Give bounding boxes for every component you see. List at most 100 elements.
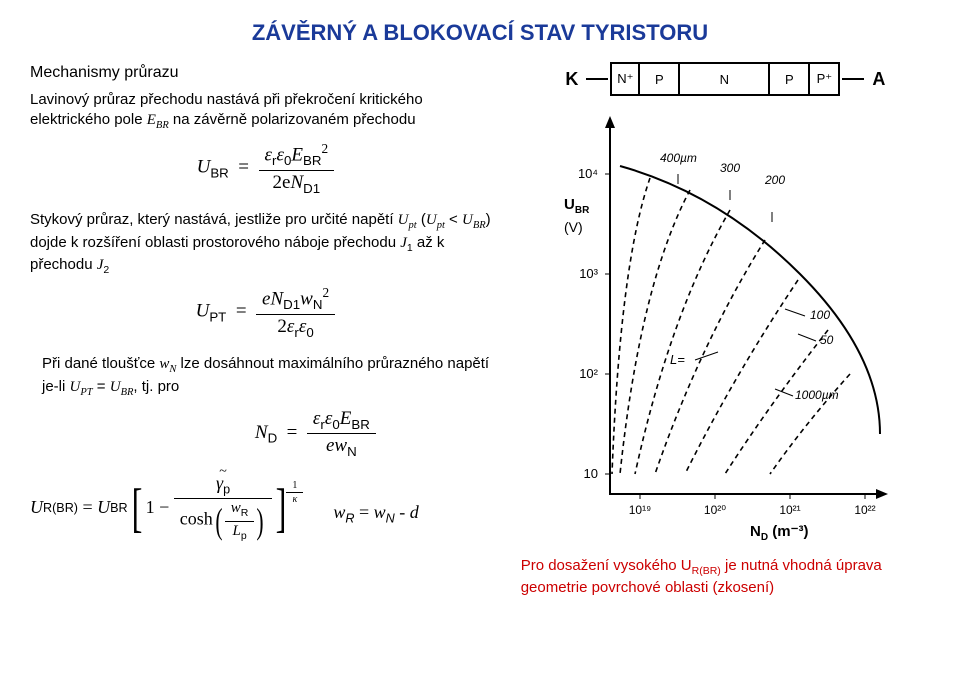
eq5-minus: - [395,502,410,522]
eq1-U: U [197,157,211,178]
eq3-BR: BR [351,417,369,432]
schematic-body: N⁺ P N P P⁺ [610,62,840,96]
eq5-w: w [333,502,345,522]
p1-text-b: na závěrně polarizovaném přechodu [169,111,416,128]
lbl-200: 200 [764,173,785,187]
layer-3: P [770,64,810,94]
ytick-3: 10⁴ [578,166,598,181]
eq4-w: w [231,500,241,516]
eq4-L: L [232,523,240,539]
dashed-curves [612,178,850,474]
p3-UPT: U [70,379,81,395]
p2-2: 2 [103,264,109,276]
ylabel: UBR [564,196,590,216]
ytick-2: 10³ [580,266,599,281]
p1-sym-E: E [147,112,156,128]
eq1-N: N [290,172,303,193]
eq2-Nsub: N [313,298,323,313]
eq5-Nsub: N [386,512,395,526]
eq1-eps1: ε [265,145,273,166]
p2-Upt2: U [426,212,437,228]
lbl-300: 300 [720,161,740,175]
terminal-A: A [872,69,885,90]
content-columns: Mechanismy průrazu Lavinový průraz přech… [30,58,930,604]
right-column: K N⁺ P N P P⁺ A [521,58,930,604]
p3-PT: PT [80,387,92,398]
eq1-eps2: ε [276,145,284,166]
eq4-UBR: U [97,497,110,518]
p3-w: w [159,356,169,372]
curve-envelope [620,166,880,434]
wire-left [586,78,608,80]
ytick-1: 10² [580,366,599,381]
eq5-wN: w [374,502,386,522]
p3-eq: = [93,378,110,395]
p1-sub-BR: BR [156,120,169,131]
p2-pt1: pt [409,220,417,231]
eq5-d: d [410,502,419,522]
eq3-frac: εrε0EBR ewN [307,408,376,459]
xtick-3: 10²² [855,503,876,517]
eq4-cosh: cosh [180,509,213,529]
xtick-1: 10²⁰ [704,503,726,517]
eq4-lp: ( [215,503,222,539]
eq1-E: E [291,145,303,166]
p3-c: , tj. pro [133,378,179,395]
p3-a: Při dané tloušťce [42,355,159,372]
layer-0: N⁺ [612,64,640,94]
layer-4: P⁺ [810,64,838,94]
layer-1: P [640,64,680,94]
eq4-wR: R [241,507,249,519]
eq2-N: N [270,289,283,310]
eq2-U: U [196,301,210,322]
equation-wr: wR = wN - d [333,502,418,542]
xtick-2: 10²¹ [780,503,801,517]
note-a: Pro dosažení vysokého U [521,557,692,574]
equation-urbr: UR(BR) = UBR [ 1 − ~ γp cosh(wRLp) ] [30,473,303,541]
thyristor-schematic: K N⁺ P N P P⁺ A [559,62,891,96]
layer-2: N [680,64,770,94]
eq4-frac: ~ γp cosh(wRLp) [174,473,273,541]
eq2-D1: D1 [283,298,300,313]
p2-Upt1: U [398,212,409,228]
p2-openp: ( [417,211,426,228]
eq2-PT: PT [209,310,226,325]
eq4-p: p [223,483,230,497]
eq3-D: D [268,431,278,446]
eq1-UBR: BR [210,166,228,181]
lbl-Leq: L= [670,352,685,367]
paragraph-3: Při dané tloušťce wN lze dosáhnout maxim… [42,354,501,400]
note-sub: R(BR) [692,565,721,577]
eq2-w: w [300,289,313,310]
eq2-d2: 2 [277,316,287,337]
lbl-400: 400µm [660,151,697,165]
lbl-50: 50 [820,333,834,347]
eq1-sq: 2 [321,141,328,156]
eq4-oneminus: 1 − [146,497,170,518]
eq4-BR: BR [110,501,128,515]
equation-nd: ND = εrε0EBR ewN [130,408,501,459]
eq3-w: w [334,435,347,456]
lbl-1000: 1000µm [795,388,839,402]
p3-UBR: U [110,379,121,395]
eq2-0: 0 [306,325,313,340]
eq3-E: E [340,408,352,429]
p2-br: BR [473,220,486,231]
wire-right [842,78,864,80]
ytick-0: 10 [584,466,598,481]
terminal-K: K [565,69,578,90]
eq5-R: R [345,512,354,526]
ubr-vs-nd-graph: 10 10² 10³ 10⁴ 10¹⁹ 10²⁰ 10²¹ 10²² UBR (… [550,104,900,544]
p2-pt2: pt [437,220,445,231]
eq2-sq: 2 [322,285,329,300]
paragraph-1: Lavinový průraz přechodu nastává při pře… [30,90,501,133]
paragraph-2: Stykový průraz, který nastává, jestliže … [30,210,501,278]
p2-Ubr: U [462,212,473,228]
p2-lt: < [445,211,462,228]
eq4-lbracket: [ [131,481,142,535]
p3-BR: BR [121,387,134,398]
lead-heading: Mechanismy průrazu [30,64,501,82]
footer-note: Pro dosažení vysokého UR(BR) je nutná vh… [521,556,930,598]
eq4-rp: ) [257,503,264,539]
ylabel-unit: (V) [564,219,583,235]
